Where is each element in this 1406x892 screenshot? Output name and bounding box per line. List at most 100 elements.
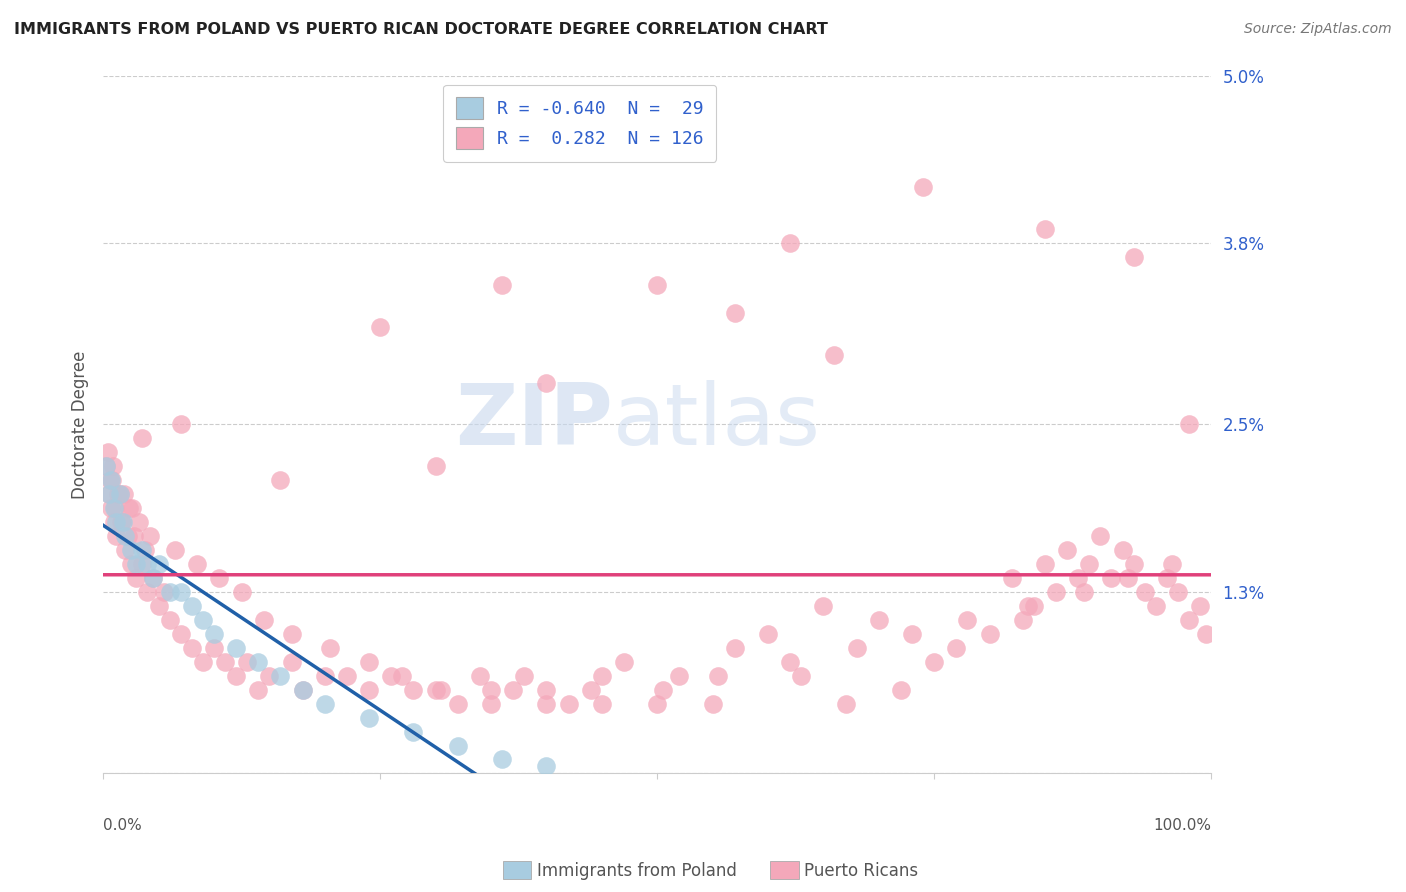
Point: [1122, 557, 1144, 571]
Point: [813, 599, 835, 613]
Point: [103, 501, 125, 516]
Point: [1001, 571, 1024, 585]
Text: Puerto Ricans: Puerto Ricans: [804, 862, 918, 880]
Point: [591, 697, 613, 711]
Legend: R = -0.640  N =  29, R =  0.282  N = 126: R = -0.640 N = 29, R = 0.282 N = 126: [443, 85, 716, 162]
Point: [280, 627, 302, 641]
Point: [1144, 599, 1167, 613]
Point: [131, 432, 153, 446]
Point: [668, 669, 690, 683]
Point: [1090, 529, 1112, 543]
Point: [922, 655, 945, 669]
Point: [165, 543, 187, 558]
Point: [202, 640, 225, 655]
Point: [131, 543, 153, 558]
Point: [107, 487, 129, 501]
Point: [122, 529, 145, 543]
Point: [191, 613, 214, 627]
Point: [111, 515, 134, 529]
Text: atlas: atlas: [613, 380, 821, 463]
Point: [125, 571, 148, 585]
Point: [834, 697, 856, 711]
Point: [142, 571, 165, 585]
Point: [536, 759, 558, 773]
Point: [117, 529, 139, 543]
Point: [1033, 557, 1056, 571]
Point: [1195, 627, 1218, 641]
Point: [202, 627, 225, 641]
Point: [97, 487, 120, 501]
Point: [912, 180, 935, 194]
Point: [790, 669, 813, 683]
Point: [956, 613, 979, 627]
Point: [868, 613, 890, 627]
Point: [105, 515, 128, 529]
Point: [724, 306, 747, 320]
Point: [1073, 585, 1095, 599]
Point: [702, 697, 724, 711]
Point: [180, 640, 202, 655]
Point: [380, 669, 402, 683]
Point: [280, 655, 302, 669]
Point: [114, 543, 136, 558]
Point: [96, 459, 118, 474]
Point: [536, 682, 558, 697]
Point: [112, 487, 135, 501]
Point: [1178, 613, 1201, 627]
Point: [191, 655, 214, 669]
Point: [430, 682, 453, 697]
Point: [108, 487, 131, 501]
Point: [357, 682, 380, 697]
Point: [291, 682, 314, 697]
Point: [1161, 557, 1184, 571]
Point: [756, 627, 779, 641]
Point: [136, 557, 159, 571]
Point: [1011, 613, 1033, 627]
Point: [180, 599, 202, 613]
Text: Source: ZipAtlas.com: Source: ZipAtlas.com: [1244, 22, 1392, 37]
Point: [1056, 543, 1078, 558]
Point: [120, 543, 142, 558]
Point: [208, 571, 231, 585]
Point: [108, 487, 131, 501]
Point: [645, 277, 668, 292]
Point: [707, 669, 730, 683]
Point: [845, 640, 868, 655]
Point: [513, 669, 536, 683]
Point: [186, 557, 208, 571]
Point: [645, 697, 668, 711]
Point: [231, 585, 253, 599]
Point: [391, 669, 413, 683]
Point: [557, 697, 579, 711]
Point: [336, 669, 359, 683]
Point: [1167, 585, 1189, 599]
Text: 100.0%: 100.0%: [1153, 818, 1211, 833]
Point: [114, 529, 136, 543]
Point: [502, 682, 524, 697]
Point: [1156, 571, 1178, 585]
Point: [225, 669, 247, 683]
Point: [117, 501, 139, 516]
Point: [402, 724, 425, 739]
Point: [1189, 599, 1212, 613]
Point: [291, 682, 314, 697]
Y-axis label: Doctorate Degree: Doctorate Degree: [72, 351, 89, 499]
Point: [613, 655, 636, 669]
Point: [1101, 571, 1123, 585]
Point: [447, 739, 470, 753]
Point: [447, 697, 470, 711]
Point: [101, 459, 124, 474]
Point: [468, 669, 491, 683]
Text: ZIP: ZIP: [456, 380, 613, 463]
Point: [579, 682, 602, 697]
Point: [319, 640, 342, 655]
Point: [159, 585, 181, 599]
Point: [259, 669, 281, 683]
Point: [1033, 222, 1056, 236]
Point: [105, 529, 128, 543]
Point: [491, 752, 513, 766]
Point: [269, 473, 291, 487]
Point: [100, 501, 122, 516]
Point: [890, 682, 912, 697]
Point: [425, 682, 447, 697]
